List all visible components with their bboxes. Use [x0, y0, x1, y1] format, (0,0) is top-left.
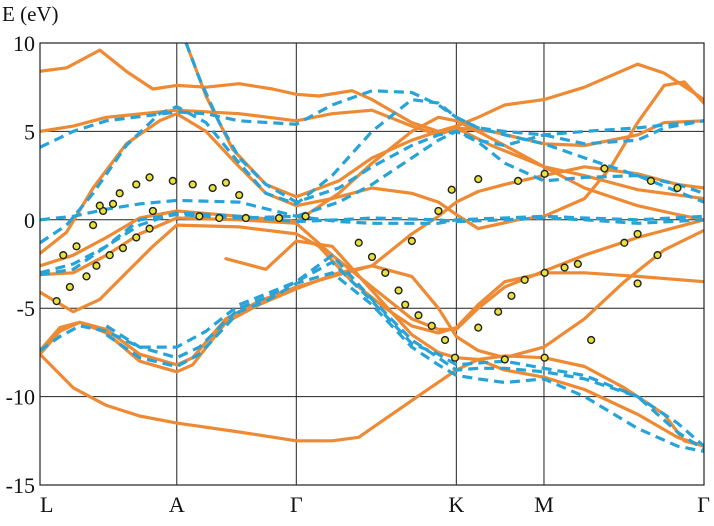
dashed-band-line [105, 260, 704, 448]
experiment-point [108, 199, 118, 208]
x-tick-label: Γ [290, 492, 303, 517]
experiment-point [540, 353, 549, 362]
band-lines [40, 43, 704, 453]
experiment-point [235, 190, 244, 200]
dashed-band-line [40, 253, 704, 451]
solid-band-line [40, 352, 704, 448]
experiment-point [221, 178, 231, 187]
x-tick-label: K [448, 492, 464, 517]
experiment-point [195, 212, 204, 221]
experiment-point [427, 321, 436, 330]
experiment-point [145, 173, 154, 182]
dashed-band-line [184, 43, 704, 204]
experiment-point [274, 213, 284, 223]
experiment-point [507, 291, 516, 300]
experiment-point [600, 164, 609, 173]
experiment-point [72, 242, 81, 251]
experiment-point [633, 229, 642, 239]
x-tick-label: A [169, 492, 185, 517]
solid-band-line [40, 108, 704, 148]
dashed-band-line [40, 98, 704, 245]
experiment-point [620, 238, 629, 247]
experiment-point [65, 282, 74, 292]
y-tick-label: -10 [6, 385, 35, 410]
experiment-point [145, 224, 154, 233]
plot-frame [39, 42, 705, 486]
y-tick-label: 0 [24, 208, 35, 233]
experiment-point [215, 213, 224, 223]
experiment-point [59, 251, 68, 260]
experiment-point [105, 251, 114, 260]
experiment-point [540, 268, 549, 277]
experiment-point [500, 355, 509, 364]
y-tick-label: -15 [6, 473, 35, 498]
experiment-point [301, 212, 310, 221]
experiment-point [132, 180, 141, 189]
experiment-point [440, 335, 450, 345]
experiment-point [434, 206, 443, 216]
experiment-point [447, 185, 456, 194]
solid-band-line [40, 48, 704, 133]
solid-band-line [40, 165, 704, 374]
solid-band-line [40, 115, 704, 268]
experiment-point [367, 252, 377, 262]
dashed-band-line [40, 89, 704, 149]
experiment-point [573, 259, 582, 269]
experiment-point [115, 189, 124, 198]
experiment-point [168, 176, 177, 186]
x-tick-label: M [534, 492, 554, 517]
experiment-point [520, 275, 529, 285]
experiment-point [381, 268, 390, 277]
experiment-point [633, 279, 642, 288]
experiment-point [208, 183, 217, 193]
y-tick-label: 10 [13, 31, 35, 56]
experiment-points [52, 164, 682, 364]
solid-band-line [40, 223, 704, 335]
experiment-point [513, 176, 523, 186]
experiment-point [52, 297, 61, 306]
experiment-point [89, 221, 98, 230]
y-tick-label: -5 [17, 296, 35, 321]
x-tick-label: L [40, 492, 53, 517]
experiment-point [494, 307, 503, 316]
experiment-point [540, 169, 549, 178]
experiment-point [92, 261, 101, 270]
x-tick-label: Γ [697, 492, 710, 517]
experiment-point [560, 263, 569, 272]
experiment-point [673, 183, 682, 193]
experiment-point [401, 300, 410, 309]
dashed-band-line [40, 129, 704, 275]
y-tick-labels: 10 5 0 -5 -10 -15 [6, 31, 35, 498]
experiment-point [450, 353, 460, 362]
experiment-point [414, 311, 423, 320]
experiment-point [82, 272, 91, 281]
solid-band-line [40, 216, 704, 331]
y-tick-label: 5 [24, 119, 35, 144]
experiment-point [407, 236, 416, 246]
experiment-point [188, 180, 197, 189]
experiment-point [148, 206, 157, 216]
experiment-point [653, 251, 662, 260]
experiment-point [587, 335, 596, 345]
experiment-point [394, 286, 403, 295]
y-axis-label: E (eV) [2, 2, 59, 26]
experiment-point [474, 175, 483, 184]
dashed-band-line [40, 198, 704, 225]
experiment-point [354, 238, 363, 247]
experiment-point [646, 176, 655, 186]
experiment-point [118, 243, 128, 253]
dashed-band-line [105, 271, 704, 453]
experiment-point [95, 201, 104, 210]
experiment-point [474, 323, 483, 332]
experiment-point [132, 233, 141, 242]
solid-band-line [40, 80, 704, 255]
experiment-point [241, 213, 250, 223]
